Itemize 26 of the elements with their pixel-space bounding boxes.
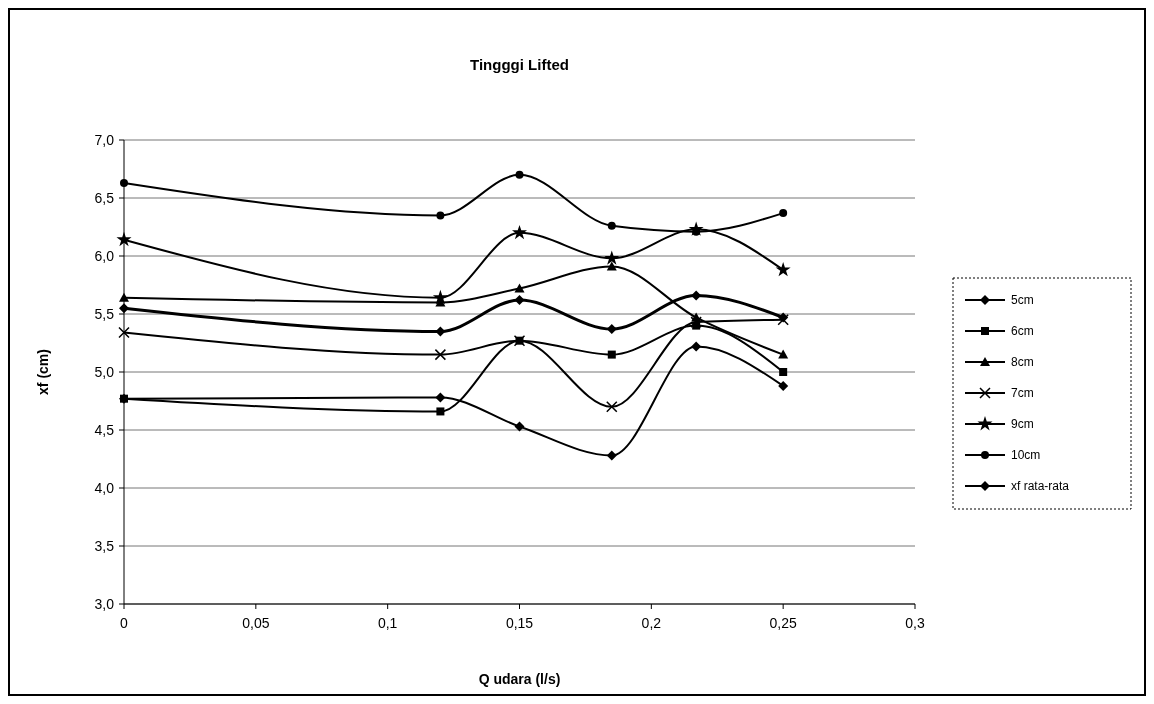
- x-tick-label: 0,05: [242, 615, 270, 631]
- y-tick-label: 6,5: [94, 190, 115, 206]
- x-axis-title: Q udara (l/s): [478, 671, 561, 687]
- legend-label: 9cm: [1011, 417, 1034, 431]
- x-tick-label: 0,1: [377, 615, 398, 631]
- y-tick-label: 5,0: [94, 364, 115, 380]
- legend-label: 7cm: [1011, 386, 1034, 400]
- y-tick-label: 5,5: [94, 306, 115, 322]
- legend-label: 8cm: [1011, 355, 1034, 369]
- x-tick-label: 0,2: [641, 615, 662, 631]
- y-axis-title: xf (cm): [35, 349, 51, 395]
- x-tick-label: 0,25: [769, 615, 797, 631]
- chart-title: Tingggi Lifted: [470, 56, 569, 73]
- y-tick-label: 6,0: [94, 248, 115, 264]
- x-tick-label: 0,3: [905, 615, 925, 631]
- y-tick-label: 4,5: [94, 422, 115, 438]
- legend-label: xf rata-rata: [1011, 479, 1070, 493]
- legend-label: 10cm: [1011, 448, 1041, 462]
- y-tick-label: 4,0: [94, 480, 115, 496]
- x-tick-label: 0,15: [505, 615, 534, 631]
- y-tick-label: 3,5: [94, 538, 115, 554]
- legend-label: 5cm: [1011, 293, 1034, 307]
- y-tick-label: 7,0: [94, 132, 115, 148]
- y-tick-label: 3,0: [94, 596, 115, 612]
- x-tick-label: 0: [120, 615, 129, 631]
- legend-label: 6cm: [1011, 324, 1034, 338]
